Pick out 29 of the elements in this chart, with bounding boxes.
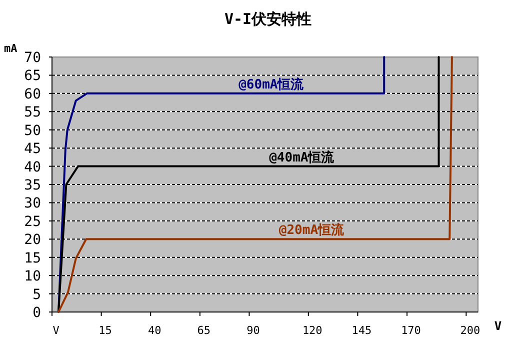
series-label: @60mA恒流 (238, 76, 305, 92)
x-tick-label: 170 (401, 324, 421, 337)
y-tick-label: 10 (24, 268, 41, 285)
y-tick-label: 25 (24, 214, 41, 230)
x-tick-label: 145 (352, 324, 372, 337)
x-tick-label: 15 (98, 324, 112, 337)
y-tick-label: 70 (24, 50, 41, 66)
x-tick-label: 65 (197, 324, 211, 337)
x-tick-label: 90 (246, 324, 260, 337)
y-tick-label: 60 (24, 86, 41, 102)
x-tick-label: 40 (148, 324, 162, 337)
y-tick-label: 15 (24, 250, 41, 266)
y-tick-label: 40 (24, 159, 41, 176)
y-tick-label: 5 (32, 286, 41, 303)
y-tick-label: 30 (24, 196, 41, 212)
y-tick-label: 35 (24, 178, 41, 194)
y-tick-label: 20 (24, 232, 41, 248)
series-label: @20mA恒流 (278, 222, 346, 238)
x-tick-label: V (52, 324, 60, 337)
y-axis-title: mA (4, 42, 18, 55)
series-label: @40mA恒流 (269, 149, 336, 166)
x-tick-label: 200 (460, 324, 480, 337)
y-tick-label: 65 (24, 68, 41, 84)
chart-title: V-I伏安特性 (224, 10, 312, 28)
y-tick-label: 50 (24, 122, 41, 139)
y-tick-label: 55 (24, 104, 41, 121)
y-tick-label: 0 (32, 305, 41, 321)
y-tick-label: 45 (24, 141, 41, 158)
x-tick-label: 120 (302, 324, 322, 337)
